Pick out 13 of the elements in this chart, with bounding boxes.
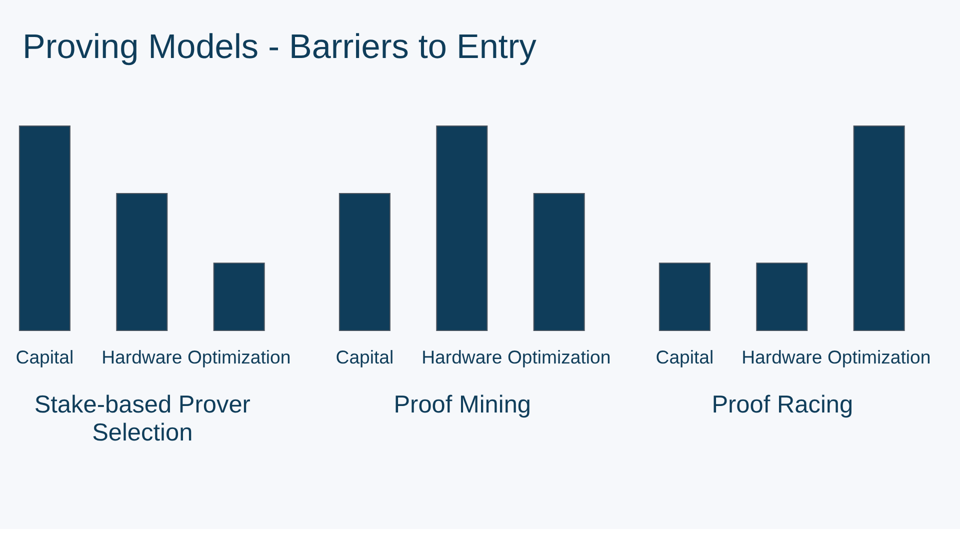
- x-tick-label: Capital: [656, 346, 714, 368]
- x-axis-title: Proof Racing: [712, 391, 854, 418]
- x-tick-label: Optimization: [187, 346, 291, 368]
- x-tick-label: Capital: [336, 346, 394, 368]
- x-tick-label: Hardware: [102, 346, 182, 368]
- x-tick-label: Capital: [16, 346, 74, 368]
- chart-title: Proving Models - Barriers to Entry: [22, 28, 538, 66]
- x-axis-title: Stake-based Prover Selection: [34, 391, 250, 447]
- x-tick-label: Optimization: [827, 346, 931, 368]
- x-tick-label: Hardware: [422, 346, 502, 368]
- x-tick-label: Optimization: [507, 346, 611, 368]
- x-axis-title: Proof Mining: [394, 391, 532, 418]
- x-tick-label: Hardware: [742, 346, 822, 368]
